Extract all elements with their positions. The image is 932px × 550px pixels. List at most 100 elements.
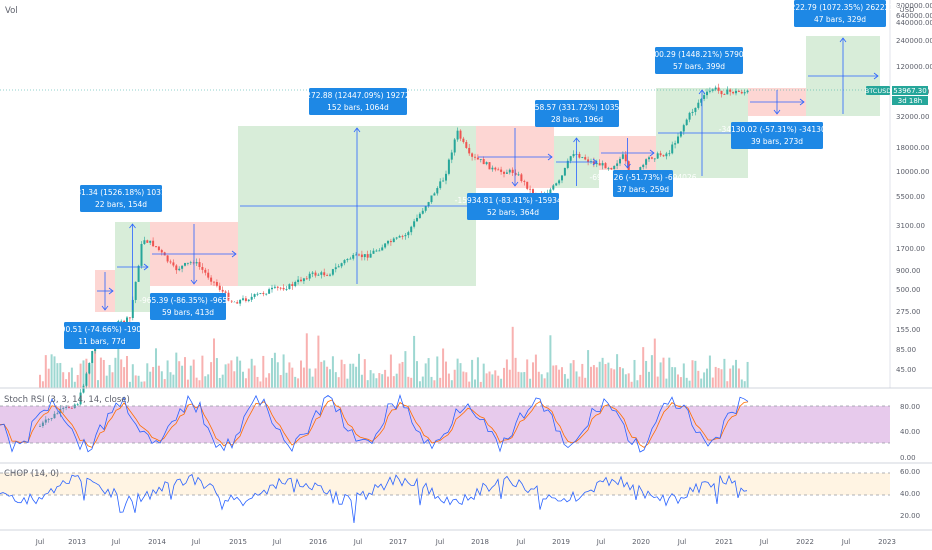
candle-body	[445, 173, 447, 181]
measure-duration: 39 bars, 273d	[751, 137, 803, 146]
candle-body	[711, 89, 714, 91]
measure-duration: 11 bars, 77d	[78, 337, 126, 346]
candle-body	[616, 163, 619, 166]
chop-pane[interactable]: CHOP (14, 0) 60.00 40.00 20.00	[0, 468, 920, 523]
volume-bar	[210, 362, 213, 388]
volume-bar	[416, 361, 418, 388]
candle-body	[85, 373, 88, 386]
time-tick: Jul	[353, 538, 363, 546]
volume-bar	[656, 376, 659, 388]
volume-bar	[302, 367, 305, 388]
volume-bar	[233, 371, 236, 388]
volume-bar	[271, 358, 273, 388]
volume-bar	[465, 372, 468, 388]
candle-body	[532, 189, 534, 195]
time-tick: Jul	[516, 538, 526, 546]
measure-label[interactable]: -34130.02 (-57.31%) -3413002 39 bars, 273…	[719, 122, 836, 149]
measure-label[interactable]: 10358.57 (331.72%) 1035857 28 bars, 196d	[520, 100, 634, 127]
volume-bar	[584, 377, 587, 388]
measure-label[interactable]: -6940.26 (-51.73%) -694026 37 bars, 259d	[590, 170, 697, 197]
time-axis[interactable]: Jul 2013 Jul 2014 Jul 2015 Jul 2016 Jul 2017 Jul 20…	[35, 538, 896, 546]
candle-body	[155, 246, 157, 248]
candle-body	[529, 188, 532, 190]
measure-label[interactable]: 57900.29 (1448.21%) 5790029 57 bars, 399d	[640, 47, 758, 74]
measure-label[interactable]: 1031.34 (1526.18%) 103134 22 bars, 154d	[67, 185, 176, 212]
candle-body	[224, 291, 227, 293]
measure-duration: 152 bars, 1064d	[327, 103, 389, 112]
measure-labels[interactable]: -190.51 (-74.66%) -19057 11 bars, 77d 1031…	[53, 0, 904, 349]
svg-text:3d 18h: 3d 18h	[898, 97, 922, 105]
volume-bar	[714, 366, 717, 388]
candle-body	[587, 159, 590, 162]
measure-change: 10358.57 (331.72%) 1035857	[520, 103, 633, 112]
volume-bar	[117, 331, 120, 388]
volume-bar	[639, 374, 642, 388]
candle-body	[50, 418, 53, 420]
candle-body	[47, 419, 50, 420]
candle-body	[584, 157, 587, 160]
candle-body	[213, 281, 215, 283]
volume-bar	[604, 364, 607, 388]
price-pane[interactable]: -190.51 (-74.66%) -19057 11 bars, 77d 1031…	[0, 0, 904, 429]
candle-body	[172, 262, 175, 266]
volume-bar	[184, 357, 186, 388]
candle-body	[508, 169, 511, 173]
volume-bar	[578, 376, 581, 388]
volume-bar	[166, 360, 169, 388]
candle-body	[691, 111, 694, 113]
candle-body	[302, 278, 305, 282]
volume-bar	[476, 357, 479, 388]
volume-bar	[227, 363, 230, 388]
time-tick: Jul	[759, 538, 769, 546]
volume-bar	[244, 378, 247, 388]
volume-bar	[82, 360, 85, 388]
volume-bar	[711, 377, 714, 388]
measure-arrowhead	[873, 72, 879, 80]
candle-body	[381, 247, 384, 251]
volume-bar	[442, 348, 445, 388]
volume-bar	[88, 364, 91, 388]
candle-body	[459, 130, 462, 139]
volume-bar	[47, 368, 50, 388]
candle-body	[218, 285, 221, 290]
candle-body	[221, 289, 224, 292]
volume-bar	[708, 355, 711, 388]
candle-body	[242, 298, 244, 300]
stoch-rsi-pane[interactable]: Stoch RSI (3, 3, 14, 14, close) 80.00 40…	[0, 394, 920, 462]
measure-arrows	[97, 37, 879, 311]
measure-duration: 22 bars, 154d	[95, 200, 147, 209]
measure-label[interactable]: -190.51 (-74.66%) -19057 11 bars, 77d	[53, 322, 151, 349]
measure-label[interactable]: -15934.81 (-83.41%) -1593481 52 bars, 364…	[455, 193, 572, 220]
candle-body	[607, 167, 610, 169]
volume-bar	[627, 373, 630, 388]
volume-bar	[360, 374, 363, 388]
volume-bar	[253, 365, 256, 388]
volume-bar	[497, 375, 500, 388]
volume-bar	[381, 374, 384, 388]
candle-body	[343, 260, 346, 264]
candle-body	[291, 284, 294, 286]
volume-bar	[685, 377, 688, 388]
measure-label[interactable]: 262222.79 (1072.35%) 26222279 47 bars, 32…	[776, 0, 904, 27]
measure-change: -6940.26 (-51.73%) -694026	[590, 173, 697, 182]
price-tags: BTCUSD 53967.30 3d 18h	[865, 86, 928, 105]
volume-bar	[169, 372, 172, 388]
measure-label[interactable]: -965.39 (-86.35%) -96539 59 bars, 413d	[139, 293, 237, 320]
volume-bar	[674, 367, 677, 388]
candle-body	[134, 281, 137, 300]
volume-bar	[340, 359, 343, 388]
time-tick: 2017	[389, 538, 407, 546]
candle-body	[236, 302, 239, 304]
time-tick: Jul	[111, 538, 121, 546]
candle-body	[273, 286, 276, 288]
candle-body	[398, 236, 401, 238]
volume-bar	[537, 371, 540, 388]
volume-bar	[691, 360, 694, 388]
volume-bar	[590, 366, 592, 388]
svg-text:80.00: 80.00	[900, 403, 920, 411]
candle-body	[424, 206, 427, 211]
measure-label[interactable]: 19272.88 (12447.09%) 1927288 152 bars, 10…	[297, 88, 420, 115]
volume-bar	[743, 381, 746, 388]
